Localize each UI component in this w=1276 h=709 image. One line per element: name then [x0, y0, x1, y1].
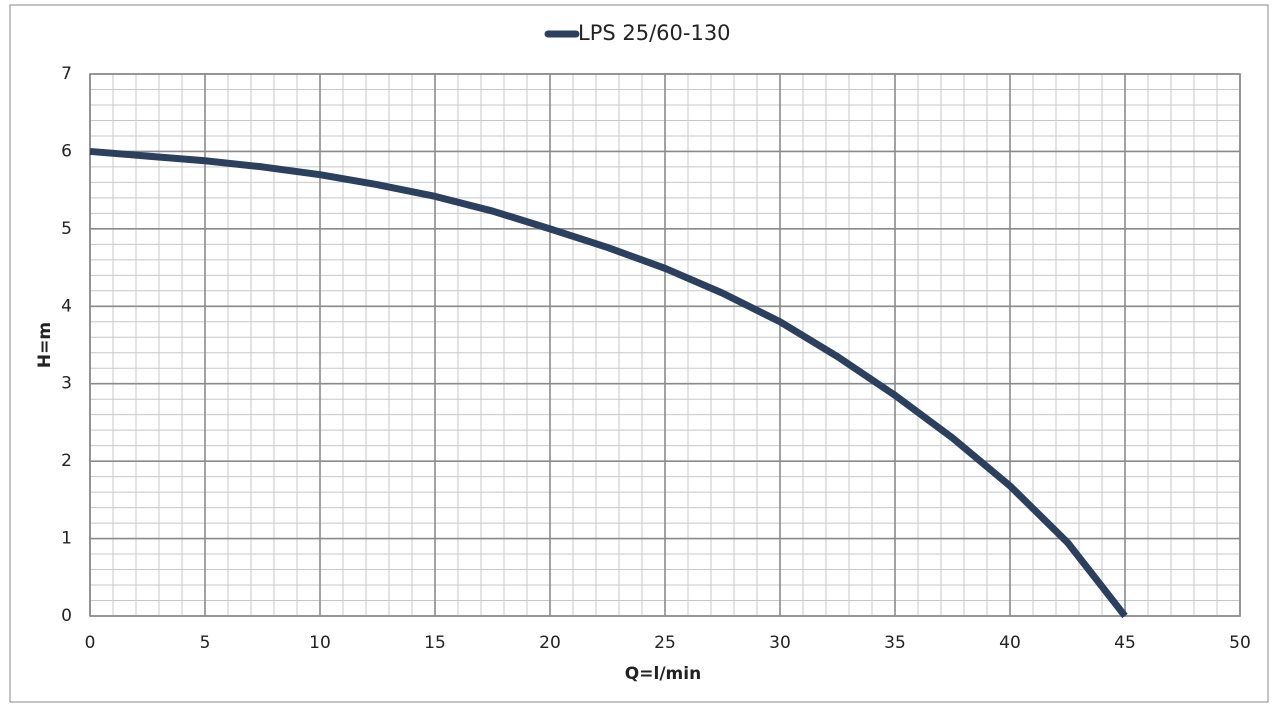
series-line: [89, 147, 1128, 619]
legend-label: LPS 25/60-130: [578, 21, 731, 45]
y-tick-label: 5: [61, 219, 72, 239]
y-tick-label: 6: [61, 141, 72, 161]
x-tick-label: 15: [424, 633, 446, 653]
x-tick-label: 25: [654, 633, 676, 653]
y-tick-label: 2: [61, 451, 72, 471]
plot-frame: [89, 73, 1241, 617]
x-tick-label: 0: [85, 633, 96, 653]
y-axis-title: H=m: [35, 322, 55, 368]
x-tick-label: 35: [884, 633, 906, 653]
y-tick-label: 3: [61, 374, 72, 394]
y-tick-label: 0: [61, 606, 72, 626]
x-tick-label: 10: [309, 633, 331, 653]
chart-border: [9, 4, 1269, 703]
x-tick-label: 40: [999, 633, 1021, 653]
x-tick-label: 30: [769, 633, 791, 653]
x-tick-label: 5: [200, 633, 211, 653]
y-tick-label: 4: [61, 296, 72, 316]
x-axis-title: Q=l/min: [625, 664, 701, 684]
x-tick-label: 50: [1229, 633, 1251, 653]
y-tick-label: 1: [61, 529, 72, 549]
y-tick-label: 7: [61, 64, 72, 84]
x-tick-label: 20: [539, 633, 561, 653]
plot: [89, 147, 1128, 619]
grid: [89, 73, 1241, 617]
x-tick-label: 45: [1114, 633, 1136, 653]
